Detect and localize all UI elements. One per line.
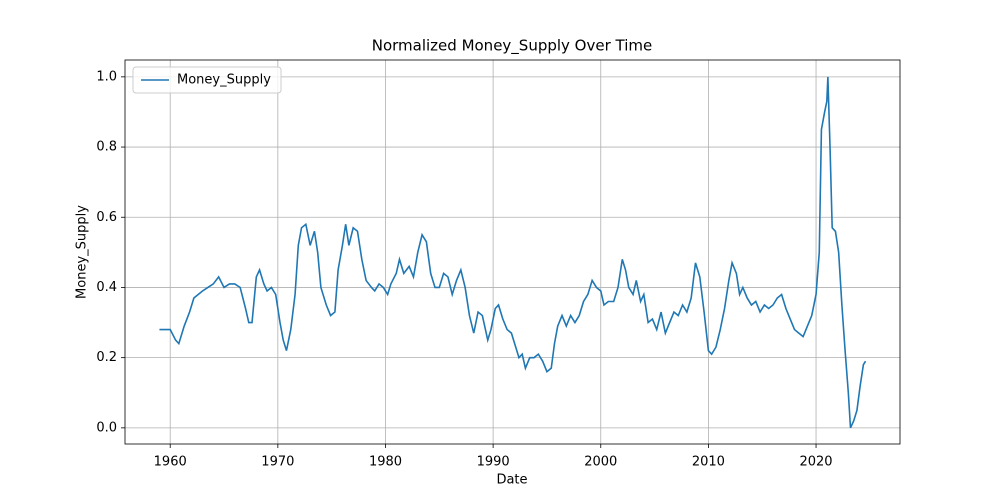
- y-tick-label: 1.0: [96, 69, 117, 84]
- y-tick-label: 0.4: [96, 280, 117, 295]
- x-tick-label: 1980: [369, 455, 402, 470]
- x-tick-label: 2010: [692, 455, 725, 470]
- data-line: [159, 76, 867, 429]
- y-tick-label: 0.8: [96, 140, 117, 155]
- x-tick-label: 1990: [477, 455, 510, 470]
- legend-label: Money_Supply: [177, 73, 271, 88]
- legend-box: [132, 66, 282, 94]
- x-tick-label: 1960: [154, 455, 187, 470]
- x-axis-label: Date: [496, 473, 527, 488]
- y-tick-label: 0.6: [96, 210, 117, 225]
- x-tick-label: 2020: [799, 455, 832, 470]
- plot-frame: [124, 59, 901, 445]
- x-tick-label: 2000: [584, 455, 617, 470]
- y-tick-label: 0.0: [96, 420, 117, 435]
- y-tick-label: 0.2: [96, 350, 117, 365]
- x-tick-label: 1970: [261, 455, 294, 470]
- chart-title: Normalized Money_Supply Over Time: [372, 37, 653, 56]
- y-axis-label: Money_Supply: [75, 205, 90, 299]
